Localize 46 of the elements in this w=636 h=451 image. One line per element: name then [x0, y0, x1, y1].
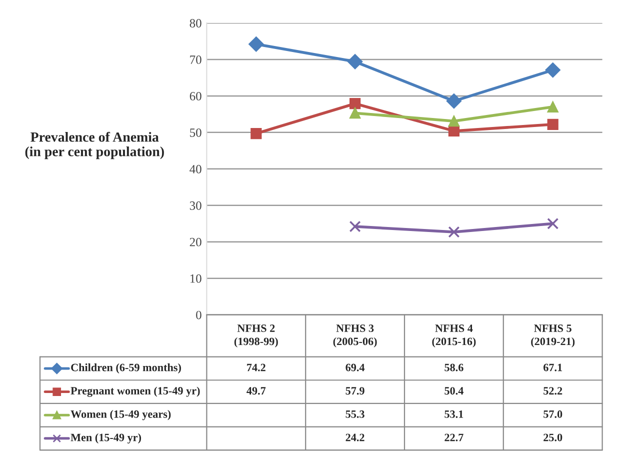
- point: [349, 98, 361, 110]
- data-label: 67.1: [544, 364, 562, 372]
- y-tick-label: 60: [190, 92, 202, 100]
- data-label: 49.7: [246, 387, 266, 395]
- point: [250, 128, 262, 140]
- y-tick-label: 30: [190, 201, 202, 210]
- data-label: 58.6: [444, 364, 464, 372]
- data-label: 69.4: [346, 364, 365, 372]
- data-label: 52.2: [544, 387, 562, 395]
- point: [349, 220, 361, 232]
- x-tick-label: NFHS 4 (2015-16): [432, 324, 476, 348]
- x-tick-label: NFHS 5 (2019-21): [531, 324, 575, 348]
- legend-label: Men (15-49 yr): [70, 433, 142, 444]
- y-tick-label: 50: [190, 128, 202, 137]
- point: [448, 116, 460, 127]
- data-label: 57.0: [544, 410, 562, 418]
- point: [446, 93, 462, 109]
- y-tick-label: 20: [190, 238, 202, 246]
- point: [448, 125, 460, 137]
- point: [547, 218, 559, 230]
- x-tick-label: NFHS 3 (2005-06): [333, 324, 377, 348]
- x-tick-label: NFHS 2 (1998-99): [234, 324, 278, 348]
- legend-label: Women (15-49 years): [70, 410, 171, 420]
- y-tick-label: 70: [190, 56, 202, 64]
- data-label: 53.1: [444, 410, 464, 418]
- data-label: 24.2: [346, 434, 364, 442]
- point: [448, 226, 460, 238]
- data-label: 55.3: [346, 410, 364, 418]
- y-axis-title: Prevalence of Anemia (in per cent population): [25, 132, 164, 160]
- data-label: 50.4: [444, 387, 464, 395]
- y-tick-label: 40: [190, 164, 202, 174]
- point: [349, 108, 361, 119]
- y-tick-label: 10: [190, 274, 202, 283]
- y-tick-label: 80: [190, 19, 202, 28]
- point: [547, 101, 558, 112]
- point: [347, 54, 363, 70]
- data-label: 22.7: [444, 434, 464, 442]
- legend-label: Children (6-59 months): [71, 363, 181, 374]
- y-tick-label: 0: [196, 310, 202, 320]
- data-label: 25.0: [544, 434, 562, 442]
- legend-label: Pregnant women (15-49 yr): [70, 386, 200, 397]
- data-label: 57.9: [346, 387, 364, 395]
- data-label: 74.2: [247, 364, 266, 372]
- point: [248, 36, 264, 52]
- point: [545, 62, 560, 78]
- point: [547, 118, 558, 130]
